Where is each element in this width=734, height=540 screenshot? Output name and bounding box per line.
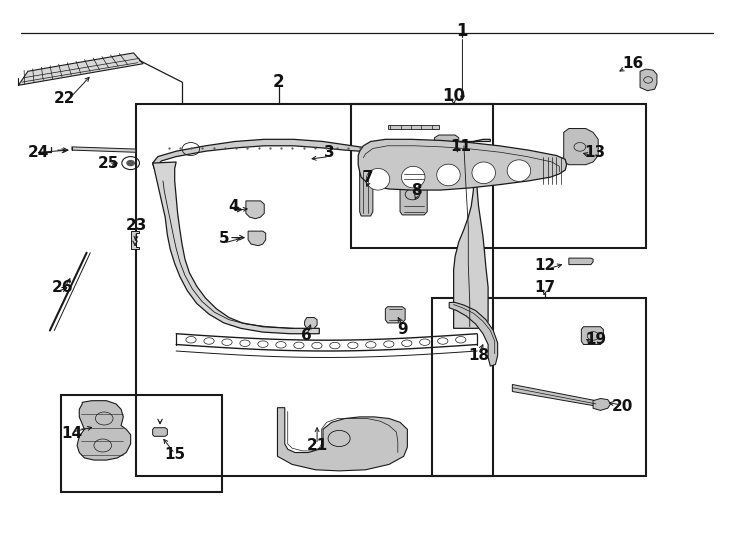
Ellipse shape bbox=[401, 166, 425, 188]
Ellipse shape bbox=[276, 342, 286, 348]
Ellipse shape bbox=[204, 338, 214, 344]
Ellipse shape bbox=[456, 336, 466, 343]
Polygon shape bbox=[305, 318, 317, 328]
Polygon shape bbox=[564, 129, 598, 165]
Bar bbox=[61, 395, 222, 492]
Text: 9: 9 bbox=[397, 322, 407, 337]
Text: 18: 18 bbox=[468, 348, 489, 363]
Ellipse shape bbox=[437, 164, 460, 186]
Polygon shape bbox=[18, 53, 143, 85]
Ellipse shape bbox=[384, 341, 394, 347]
Ellipse shape bbox=[312, 342, 322, 349]
Text: 6: 6 bbox=[302, 328, 312, 343]
Ellipse shape bbox=[366, 342, 376, 348]
Polygon shape bbox=[435, 135, 459, 159]
Text: 8: 8 bbox=[412, 183, 422, 198]
Polygon shape bbox=[246, 201, 264, 219]
Polygon shape bbox=[248, 231, 266, 246]
Polygon shape bbox=[77, 401, 131, 460]
Bar bbox=[432, 298, 646, 476]
Text: 14: 14 bbox=[62, 426, 82, 441]
Polygon shape bbox=[388, 125, 439, 129]
Text: 23: 23 bbox=[126, 218, 148, 233]
Polygon shape bbox=[72, 147, 136, 152]
Ellipse shape bbox=[348, 342, 358, 348]
Ellipse shape bbox=[401, 340, 412, 347]
Text: 26: 26 bbox=[51, 280, 73, 295]
Ellipse shape bbox=[507, 160, 531, 181]
Text: 11: 11 bbox=[451, 139, 471, 154]
Circle shape bbox=[126, 160, 135, 166]
Polygon shape bbox=[360, 168, 373, 216]
Polygon shape bbox=[153, 428, 167, 436]
Bar bbox=[351, 104, 646, 248]
Text: 13: 13 bbox=[584, 145, 605, 160]
Text: 2: 2 bbox=[273, 73, 285, 91]
Text: 20: 20 bbox=[611, 399, 633, 414]
Text: 24: 24 bbox=[27, 145, 49, 160]
Polygon shape bbox=[593, 399, 611, 410]
Text: 1: 1 bbox=[457, 22, 468, 40]
Ellipse shape bbox=[472, 162, 495, 184]
Ellipse shape bbox=[240, 340, 250, 347]
Text: 17: 17 bbox=[534, 280, 555, 295]
Polygon shape bbox=[153, 139, 367, 168]
Ellipse shape bbox=[186, 336, 196, 343]
Ellipse shape bbox=[437, 338, 448, 344]
Polygon shape bbox=[449, 302, 498, 366]
Ellipse shape bbox=[222, 339, 232, 346]
Text: 3: 3 bbox=[324, 145, 334, 160]
Text: 19: 19 bbox=[586, 332, 606, 347]
Polygon shape bbox=[400, 172, 427, 215]
Text: 15: 15 bbox=[164, 447, 185, 462]
Polygon shape bbox=[277, 408, 407, 471]
Text: 12: 12 bbox=[534, 258, 555, 273]
Ellipse shape bbox=[258, 341, 268, 347]
Polygon shape bbox=[385, 307, 405, 323]
Polygon shape bbox=[581, 327, 603, 345]
Text: 4: 4 bbox=[228, 199, 239, 214]
Text: 21: 21 bbox=[307, 438, 327, 453]
Bar bbox=[136, 104, 493, 476]
Text: 5: 5 bbox=[219, 231, 229, 246]
Text: 25: 25 bbox=[98, 156, 120, 171]
Polygon shape bbox=[454, 139, 490, 328]
Polygon shape bbox=[569, 258, 593, 265]
Ellipse shape bbox=[366, 168, 390, 190]
Text: 10: 10 bbox=[442, 87, 465, 105]
Text: 7: 7 bbox=[363, 170, 374, 185]
Text: 22: 22 bbox=[54, 91, 76, 106]
Ellipse shape bbox=[420, 339, 430, 346]
Polygon shape bbox=[358, 139, 567, 190]
Ellipse shape bbox=[330, 342, 340, 349]
Text: 16: 16 bbox=[622, 56, 643, 71]
Polygon shape bbox=[640, 69, 657, 91]
Ellipse shape bbox=[294, 342, 304, 348]
Polygon shape bbox=[512, 384, 596, 406]
Polygon shape bbox=[153, 162, 319, 334]
Polygon shape bbox=[131, 231, 139, 249]
